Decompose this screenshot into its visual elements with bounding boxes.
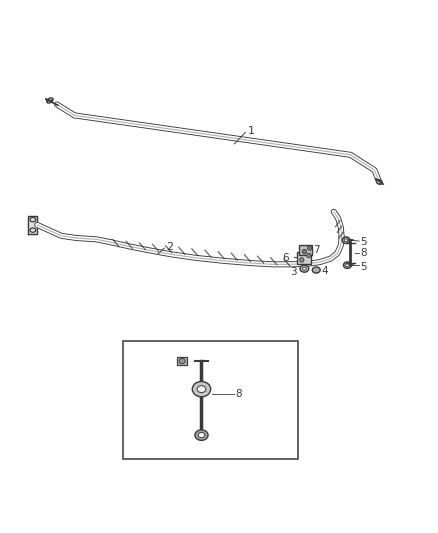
Text: 3: 3	[290, 267, 297, 277]
Bar	[123, 341, 298, 459]
Text: 2: 2	[166, 242, 173, 252]
Ellipse shape	[342, 237, 350, 244]
Text: 6: 6	[283, 253, 289, 263]
Circle shape	[307, 253, 311, 258]
Ellipse shape	[344, 239, 348, 241]
FancyBboxPatch shape	[299, 245, 312, 255]
Text: 5: 5	[360, 262, 367, 271]
FancyBboxPatch shape	[177, 357, 187, 365]
Circle shape	[307, 246, 312, 251]
Ellipse shape	[179, 359, 185, 364]
Text: 5: 5	[360, 237, 367, 247]
Text: 1: 1	[247, 126, 254, 136]
Ellipse shape	[198, 432, 205, 438]
Ellipse shape	[302, 267, 306, 270]
Text: 8: 8	[360, 248, 367, 257]
Text: 8: 8	[236, 390, 242, 399]
Polygon shape	[28, 216, 37, 233]
Ellipse shape	[346, 264, 349, 266]
Ellipse shape	[197, 386, 206, 393]
FancyBboxPatch shape	[297, 252, 311, 264]
Circle shape	[300, 258, 304, 262]
Ellipse shape	[343, 262, 351, 269]
Circle shape	[302, 249, 307, 254]
Ellipse shape	[312, 267, 320, 273]
Ellipse shape	[195, 430, 208, 440]
Text: 7: 7	[313, 245, 320, 255]
Text: 4: 4	[321, 266, 328, 276]
Ellipse shape	[192, 382, 211, 397]
Ellipse shape	[300, 265, 309, 272]
